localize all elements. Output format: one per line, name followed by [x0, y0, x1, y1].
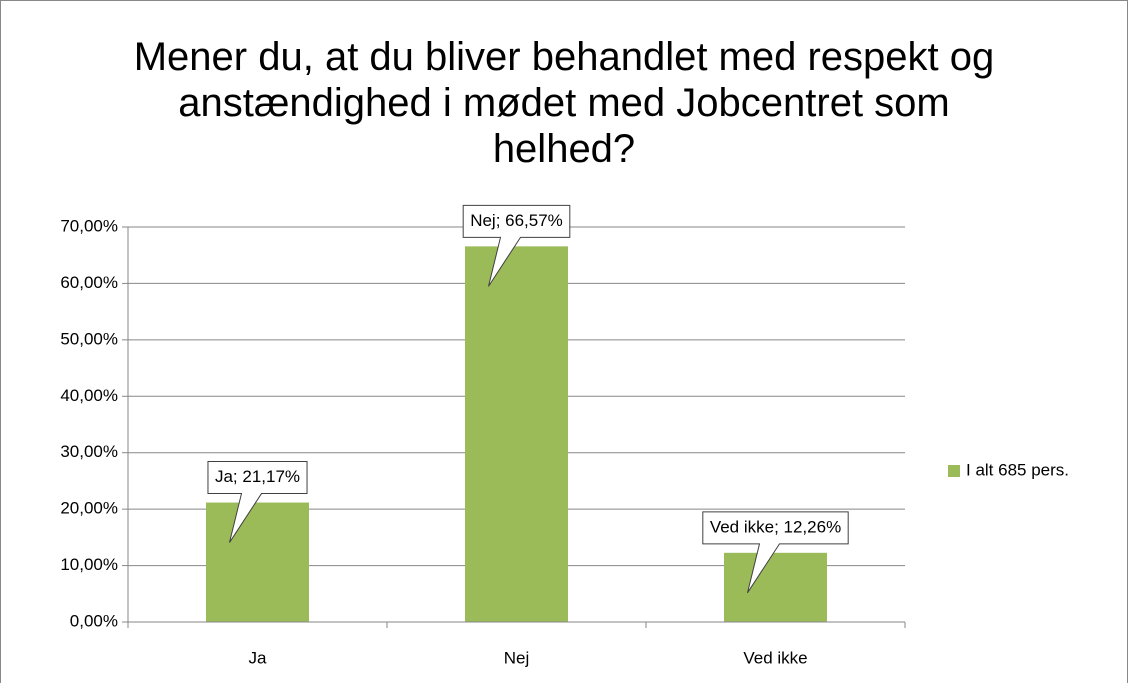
y-tick-label: 20,00% — [60, 499, 118, 518]
y-tick-label: 70,00% — [60, 216, 118, 235]
bar — [465, 246, 568, 623]
x-tick-label: Ja — [249, 648, 268, 667]
bar — [724, 552, 827, 622]
legend-label: I alt 685 pers. — [966, 460, 1069, 479]
x-tick-label: Nej — [504, 648, 530, 667]
x-tick-label: Ved ikke — [743, 648, 807, 667]
bar — [206, 502, 309, 622]
y-tick-label: 30,00% — [60, 442, 118, 461]
callout — [702, 511, 849, 594]
y-tick-label: 10,00% — [60, 555, 118, 574]
y-tick-label: 60,00% — [60, 273, 118, 292]
data-label: Ved ikke; 12,26% — [710, 517, 841, 536]
y-tick-label: 40,00% — [60, 386, 118, 405]
y-tick-label: 50,00% — [60, 329, 118, 348]
data-label: Ja; 21,17% — [215, 467, 300, 486]
y-tick-label: 0,00% — [70, 611, 118, 630]
data-label: Nej; 66,57% — [470, 211, 563, 230]
chart-title: Mener du, at du bliver behandlet med res… — [133, 35, 995, 171]
legend-swatch — [948, 465, 960, 477]
callout — [207, 461, 308, 543]
callout — [462, 204, 571, 287]
